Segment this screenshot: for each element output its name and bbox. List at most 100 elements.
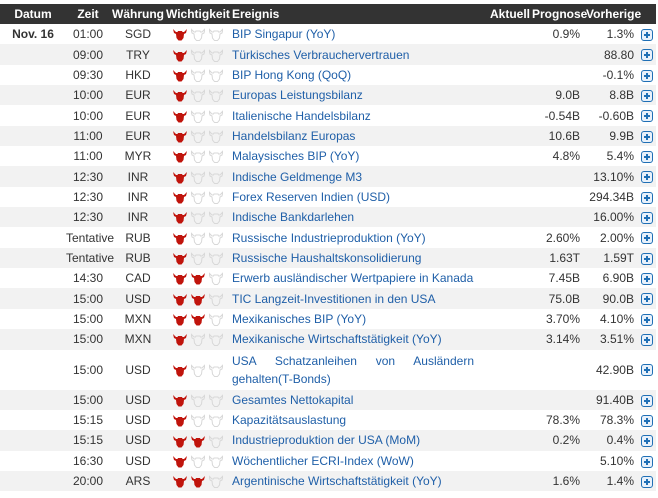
table-row[interactable]: 20:00 ARS Argentinische Wirtschaftstätig… (0, 470, 656, 492)
header-date[interactable]: Datum (0, 4, 66, 24)
header-forecast[interactable]: Prognose (532, 4, 587, 24)
expand-plus-icon[interactable] (641, 455, 653, 468)
bull-inactive-icon (190, 231, 206, 245)
header-previous[interactable]: Vorherige (586, 4, 641, 24)
expand-plus-icon[interactable] (641, 29, 653, 41)
header-currency[interactable]: Währung (110, 4, 166, 24)
importance-cell (166, 85, 230, 106)
table-row[interactable]: Tentative RUB Russische Industrieprodukt… (0, 227, 656, 247)
table-row[interactable]: 12:30 INR Indische Bankdarlehen 16.00% (0, 207, 656, 228)
table-row[interactable]: 10:00 EUR Italienische Handelsbilanz -0.… (0, 105, 656, 125)
event-link[interactable]: Mexikanisches BIP (YoY) (232, 311, 367, 326)
expand-plus-icon[interactable] (641, 49, 653, 62)
expand-plus-icon[interactable] (641, 110, 653, 123)
date-cell (0, 227, 66, 247)
table-row[interactable]: 15:00 MXN Mexikanische Wirtschaftstätigk… (0, 329, 656, 350)
currency-cell: EUR (110, 85, 166, 106)
date-cell (0, 44, 66, 65)
table-row[interactable]: 12:30 INR Forex Reserven Indien (USD) 29… (0, 187, 656, 207)
event-link[interactable]: BIP Singapur (YoY) (232, 27, 336, 42)
event-link[interactable]: Mexikanische Wirtschaftstätigkeit (YoY) (230, 329, 480, 350)
table-row[interactable]: 09:00 TRY Türkisches Verbrauchervertraue… (0, 44, 656, 65)
economic-calendar-table: Datum Zeit Währung Wichtigkeit Ereignis … (0, 4, 656, 492)
importance-cell (166, 329, 230, 350)
table-row[interactable]: 16:30 USD Wöchentlicher ECRI-Index (WoW)… (0, 451, 656, 471)
table-row[interactable]: 15:00 USD Gesamtes Nettokapital 91.40B (0, 389, 656, 410)
event-link[interactable]: Malaysisches BIP (YoY) (232, 149, 360, 164)
header-time[interactable]: Zeit (66, 4, 110, 24)
table-row[interactable]: 09:30 HKD BIP Hong Kong (QoQ) -0.1% (0, 65, 656, 85)
bull-inactive-icon (208, 251, 224, 266)
event-link[interactable]: Russische Industrieproduktion (YoY) (232, 230, 426, 245)
currency-cell: MYR (124, 149, 152, 164)
event-link[interactable]: TIC Langzeit-Investitionen in den USA (230, 288, 480, 309)
expand-plus-icon[interactable] (641, 130, 653, 143)
bull-active-icon (191, 435, 205, 448)
table-row[interactable]: 12:30 INR Indische Geldmenge M3 13.10% (0, 166, 656, 187)
expand-plus-icon[interactable] (641, 171, 653, 184)
expand-plus-icon[interactable] (641, 414, 653, 427)
importance-cell (166, 125, 230, 147)
table-row[interactable]: 15:00 USD TIC Langzeit-Investitionen in … (0, 288, 656, 309)
expand-plus-icon[interactable] (641, 293, 653, 306)
header-event[interactable]: Ereignis (230, 4, 480, 24)
event-link[interactable]: Türkisches Verbrauchervertrauen (230, 44, 480, 65)
expand-plus-icon[interactable] (641, 69, 653, 82)
expand-plus-icon[interactable] (641, 232, 653, 245)
importance-cell (166, 65, 230, 85)
currency-cell: INR (110, 207, 166, 228)
header-actual[interactable]: Aktuell (480, 4, 532, 24)
currency-cell: EUR (110, 125, 166, 147)
expand-plus-icon[interactable] (641, 435, 653, 448)
expand-plus-icon[interactable] (641, 191, 653, 204)
expand-plus-icon[interactable] (641, 313, 653, 326)
table-row[interactable]: 15:00 MXN Mexikanisches BIP (YoY) 3.70% … (0, 309, 656, 329)
expand-plus-icon[interactable] (641, 394, 653, 407)
event-link[interactable]: Forex Reserven Indien (USD) (232, 189, 391, 204)
event-link[interactable]: BIP Hong Kong (QoQ) (232, 67, 352, 82)
event-link[interactable]: Gesamtes Nettokapital (230, 389, 480, 410)
event-link[interactable]: Indische Geldmenge M3 (230, 166, 480, 187)
expand-plus-icon[interactable] (641, 212, 653, 225)
time-cell: 15:15 (72, 413, 104, 428)
event-link[interactable]: Italienische Handelsbilanz (232, 108, 371, 123)
expand-plus-icon[interactable] (641, 475, 653, 488)
expand-plus-icon[interactable] (641, 252, 653, 265)
event-link[interactable]: Erwerb ausländischer Wertpapiere in Kana… (232, 271, 474, 286)
header-importance[interactable]: Wichtigkeit (166, 4, 230, 24)
table-row[interactable]: 11:00 MYR Malaysisches BIP (YoY) 4.8% 5.… (0, 146, 656, 166)
expand-plus-icon[interactable] (641, 273, 653, 286)
actual-cell (480, 451, 532, 471)
actual-cell (480, 329, 532, 350)
table-row[interactable]: 15:00 USD USA Schatzanleihen von Ausländ… (0, 350, 656, 390)
table-row[interactable]: 15:15 USD Kapazitätsauslastung 78.3% 78.… (0, 410, 656, 430)
table-row[interactable]: 14:30 CAD Erwerb ausländischer Wertpapie… (0, 268, 656, 288)
expand-plus-icon[interactable] (641, 364, 653, 377)
event-link[interactable]: Industrieproduktion der USA (MoM) (230, 430, 480, 451)
table-row[interactable]: 15:15 USD Industrieproduktion der USA (M… (0, 430, 656, 451)
forecast-cell: 78.3% (545, 413, 580, 428)
table-header: Datum Zeit Währung Wichtigkeit Ereignis … (0, 4, 656, 24)
table-row[interactable]: Tentative RUB Russische Haushaltskonsoli… (0, 247, 656, 269)
expand-plus-icon[interactable] (641, 90, 653, 103)
event-link[interactable]: Argentinische Wirtschaftstätigkeit (YoY) (230, 470, 480, 492)
table-row[interactable]: 10:00 EUR Europas Leistungsbilanz 9.0B 8… (0, 85, 656, 106)
event-link[interactable]: USA Schatzanleihen von Ausländern gehalt… (232, 353, 474, 386)
bull-inactive-icon (208, 68, 224, 83)
event-link[interactable]: Europas Leistungsbilanz (230, 85, 480, 106)
table-row[interactable]: Nov. 16 01:00 SGD BIP Singapur (YoY) 0.9… (0, 24, 656, 44)
importance-cell (166, 207, 230, 228)
event-link[interactable]: Russische Haushaltskonsolidierung (230, 247, 480, 269)
event-link[interactable]: Wöchentlicher ECRI-Index (WoW) (232, 453, 414, 468)
table-row[interactable]: 11:00 EUR Handelsbilanz Europas 10.6B 9.… (0, 125, 656, 147)
event-link[interactable]: Indische Bankdarlehen (230, 207, 480, 228)
time-cell: 15:00 (72, 362, 104, 377)
event-link[interactable]: Kapazitätsauslastung (232, 413, 347, 428)
actual-cell (480, 470, 532, 492)
bull-inactive-icon (190, 251, 206, 266)
expand-plus-icon[interactable] (641, 334, 653, 347)
bull-active-icon (173, 191, 187, 204)
event-link[interactable]: Handelsbilanz Europas (230, 125, 480, 147)
date-cell (0, 470, 66, 492)
expand-plus-icon[interactable] (641, 151, 653, 164)
